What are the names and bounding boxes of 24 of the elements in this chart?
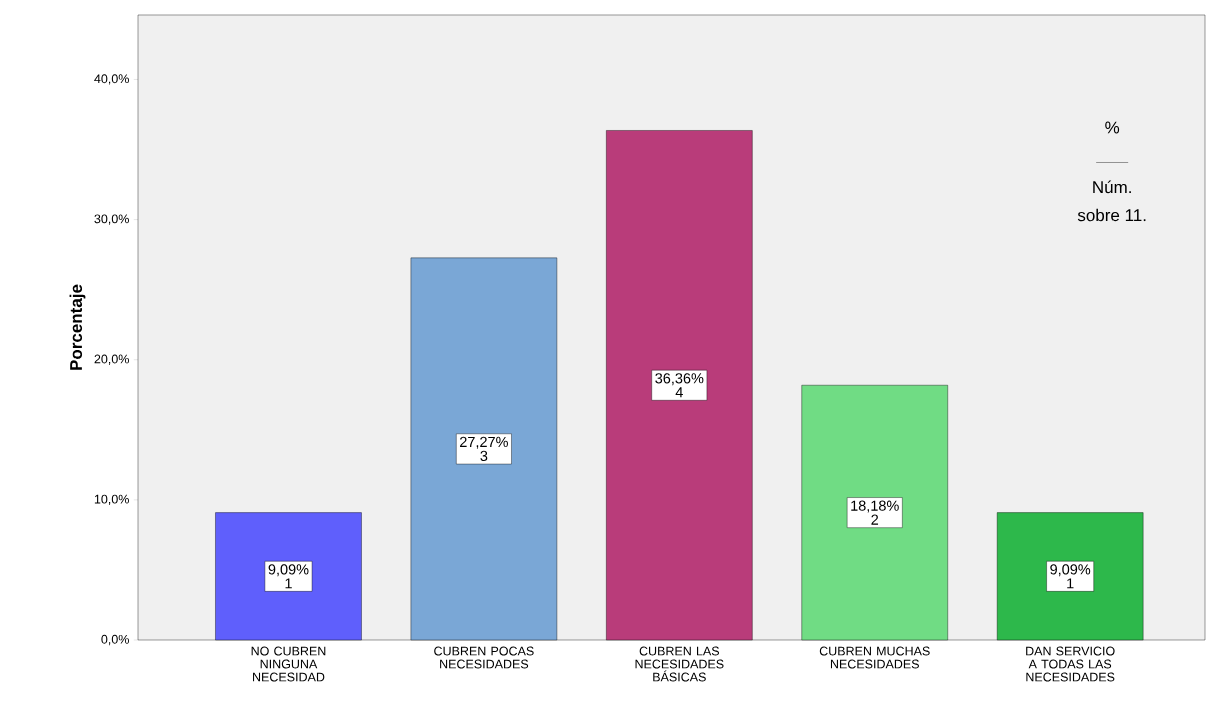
y-tick-label: 20,0% <box>94 354 129 365</box>
y-tick-label: 30,0% <box>94 214 129 225</box>
annotation: 2 <box>871 514 879 525</box>
annotation: sobre 11. <box>1077 208 1146 222</box>
annotation: Núm. <box>1093 180 1131 194</box>
y-tick-label: 40,0% <box>94 74 129 85</box>
annotation: 1 <box>285 578 292 589</box>
data-label: 27,27% <box>460 436 508 449</box>
annotation: 1 <box>1067 578 1074 589</box>
y-axis-title: Porcentaje <box>69 284 86 370</box>
data-label: 18,18% <box>851 500 899 513</box>
y-tick-label: 0,0% <box>101 634 129 646</box>
x-tick-label: CUBREN POCAS NECESIDADES <box>434 646 534 669</box>
x-tick-label: DAN SERVICIO A TODAS LAS NECESIDADES <box>1026 646 1115 682</box>
annotation: 3 <box>480 450 488 462</box>
data-label: 9,09% <box>1050 564 1091 577</box>
annotation: 4 <box>675 387 683 398</box>
data-label: 9,09% <box>268 564 309 577</box>
x-tick-label: CUBREN LAS NECESIDADES BÁSICAS <box>635 646 724 682</box>
y-tick-label: 10,0% <box>94 494 129 506</box>
data-label: 36,36% <box>655 373 704 386</box>
x-tick-label: NO CUBREN NINGUNA NECESIDAD <box>251 646 326 682</box>
x-tick-label: CUBREN MUCHAS NECESIDADES <box>819 646 930 669</box>
annotation: % <box>1105 121 1120 134</box>
